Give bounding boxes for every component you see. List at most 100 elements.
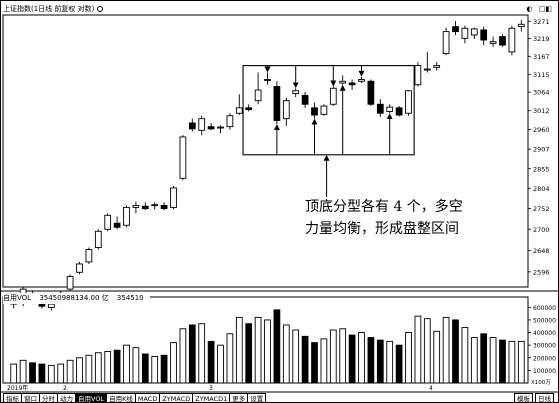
candle-body — [160, 204, 168, 210]
candle-body — [499, 36, 506, 46]
candle-body — [207, 126, 215, 130]
tab-2[interactable]: 分时 — [40, 393, 58, 403]
price-tick-label: 3167 — [533, 53, 550, 61]
volume-bar — [442, 316, 450, 384]
candle-body — [517, 23, 525, 28]
price-tick-label: 2700 — [533, 226, 550, 234]
price-tick-label: 3064 — [533, 89, 550, 97]
volume-bar — [470, 337, 478, 384]
candle-body — [76, 263, 83, 273]
volume-bar — [179, 328, 187, 384]
tab-10[interactable]: 设置 — [248, 393, 267, 403]
window-controls: ◐ □◧ — [522, 5, 552, 13]
volume-bar — [38, 363, 46, 384]
volume-bar — [10, 363, 18, 384]
tab-8[interactable]: ZYMACD1 — [193, 393, 231, 403]
volume-tick-label: 500000 — [533, 317, 556, 324]
candle-body — [320, 105, 328, 115]
volume-bar — [235, 316, 243, 384]
volume-bar — [367, 337, 375, 384]
candle-body — [367, 80, 375, 105]
tab-4[interactable]: 自用VOL — [76, 393, 108, 403]
candle-body — [254, 89, 262, 102]
volume-bar — [358, 332, 365, 384]
tab-3[interactable]: 动力 — [58, 393, 76, 403]
tab-right-1[interactable]: 日线 — [535, 393, 554, 403]
annotation-text: 顶底分型各有 4 个，多空 力量均衡，形成盘整区间 — [305, 196, 485, 240]
volume-bar — [123, 344, 130, 384]
date-label: 4 — [429, 385, 433, 392]
date-label: 2019年 — [7, 385, 29, 392]
annotation-line-1: 顶底分型各有 4 个，多空 — [305, 199, 463, 215]
control-1[interactable]: ◐ — [526, 5, 533, 13]
volume-value-2: 354510 — [116, 294, 144, 302]
tab-5[interactable]: 自用K线 — [107, 393, 136, 403]
candle-body — [442, 31, 450, 55]
candle-body — [170, 187, 177, 208]
date-label: 3 — [209, 385, 213, 392]
price-tick-label: 2648 — [533, 247, 550, 255]
volume-bar — [19, 359, 27, 384]
control-2[interactable]: □◧ — [538, 5, 552, 13]
volume-bar — [160, 354, 168, 384]
candle-body — [198, 118, 206, 131]
volume-bar — [113, 349, 121, 384]
candle-body — [339, 80, 347, 84]
price-tick-label: 2960 — [533, 126, 550, 134]
volume-bar — [499, 339, 506, 384]
price-tick-label: 2752 — [533, 205, 550, 213]
tab-0[interactable]: 指标 — [3, 393, 22, 403]
candle-body — [264, 79, 271, 81]
candle-body — [141, 205, 149, 210]
volume-bar — [329, 329, 337, 384]
candle-body — [151, 204, 159, 207]
volume-bar — [170, 342, 177, 384]
volume-bar — [433, 330, 441, 384]
tab-9[interactable]: 更多 — [230, 393, 249, 403]
volume-bar — [301, 335, 309, 384]
chart-title: 上证指数(1日线 前复权 对数) — [3, 5, 95, 13]
volume-bar — [405, 332, 412, 384]
candle-body — [405, 90, 412, 114]
volume-value-1: 35450988134.00 亿 — [39, 294, 109, 302]
volume-bar — [395, 344, 403, 384]
candle-body — [470, 28, 478, 36]
candle-body — [414, 65, 422, 86]
tab-7[interactable]: ZYMACD — [160, 393, 194, 403]
price-tick-label: 2596 — [533, 268, 550, 276]
bottom-tab-bar: 指标 窗口 分时 动力 自用VOL 自用K线 MACD ZYMACD ZYMACD1 更多 设置 — [3, 393, 267, 403]
volume-bar — [508, 340, 516, 384]
candle-body — [358, 79, 365, 82]
volume-bar — [76, 357, 83, 384]
volume-tick-label: 600000 — [533, 305, 556, 312]
volume-bar — [348, 334, 356, 384]
volume-bar — [254, 316, 262, 384]
volume-bar — [47, 364, 55, 384]
settings-dot-icon[interactable] — [97, 6, 104, 12]
volume-bar — [282, 324, 290, 384]
volume-bar — [66, 359, 74, 384]
candle-body — [433, 65, 441, 68]
tab-right-0[interactable]: 模板 — [514, 393, 533, 403]
tab-1[interactable]: 窗口 — [22, 393, 40, 403]
candle-body — [508, 27, 516, 53]
volume-bar — [517, 340, 525, 384]
volume-bar — [132, 347, 140, 384]
volume-indicator-name[interactable]: 自用VOL — [3, 294, 32, 302]
date-axis: 2019年 2 3 4 — [3, 385, 531, 393]
volume-bar — [320, 338, 328, 384]
candle-body — [461, 27, 469, 39]
volume-bar — [141, 353, 149, 384]
candle-body — [423, 68, 431, 71]
candle-body — [94, 230, 102, 248]
volume-bar — [414, 315, 422, 384]
tab-6[interactable]: MACD — [135, 393, 161, 403]
volume-bar — [29, 362, 36, 384]
volume-bar — [339, 328, 347, 384]
chart-header: 上证指数(1日线 前复权 对数) — [3, 3, 104, 15]
volume-header: 自用VOL 35450988134.00 亿 354510 — [3, 293, 150, 304]
candle-body — [273, 86, 281, 121]
candle-body — [480, 29, 488, 41]
volume-bar — [94, 352, 102, 384]
